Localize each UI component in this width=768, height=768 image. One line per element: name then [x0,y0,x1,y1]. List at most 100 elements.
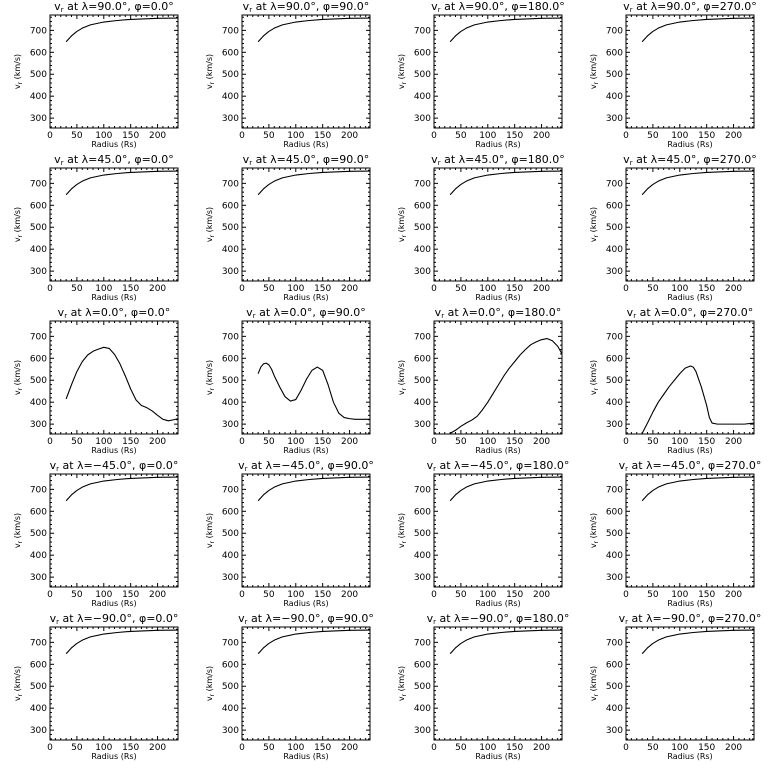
series-line [257,629,371,655]
y-tick-label: 500 [30,376,47,386]
y-tick-label: 700 [222,332,239,342]
chart-title: vr at λ=90.0°, φ=270.0° [623,0,757,14]
y-axis-label: vr (km/s) [589,360,600,395]
series-line [449,17,563,43]
y-axis-label: vr (km/s) [397,54,408,89]
x-tick-label: 200 [149,284,166,294]
y-tick-label: 500 [30,529,47,539]
y-tick-label: 300 [30,114,47,124]
x-axis-label: Radius (Rs) [475,752,520,761]
title-subscript: r [438,159,441,167]
x-tick-label: 0 [47,284,53,294]
x-tick-label: 100 [479,743,496,753]
chart-panel: vr at λ=90.0°, φ=90.0° 0 50 100 150 200 300 400… [205,0,371,149]
y-tick-label: 600 [414,201,431,211]
title-var: v [435,306,442,319]
x-axis-label: Radius (Rs) [667,599,712,608]
title-subscript: r [61,6,64,14]
y-axis-label: vr (km/s) [589,666,600,701]
x-axis-label: Radius (Rs) [475,446,520,455]
title-text: at λ=45.0°, φ=270.0° [633,153,757,166]
x-tick-label: 100 [479,590,496,600]
title-text: at λ=−90.0°, φ=90.0° [247,612,373,625]
y-tick-label: 300 [222,726,239,736]
y-tick-label: 700 [606,332,623,342]
plot-frame [241,626,371,741]
x-tick-label: 50 [647,743,659,753]
y-tick-label: 500 [414,682,431,692]
title-subscript: r [56,618,59,626]
y-tick-label: 400 [414,398,431,408]
chart-panel: vr at λ=−90.0°, φ=270.0° 0 50 100 150 200 300 4… [589,612,761,761]
title-var: v [623,153,630,166]
y-tick-label: 300 [222,573,239,583]
chart-panel: vr at λ=0.0°, φ=90.0° 0 50 100 150 200 300 400 5… [205,306,371,455]
y-tick-label: 400 [414,704,431,714]
y-tick-label: 700 [30,26,47,36]
title-text: at λ=−45.0°, φ=270.0° [628,459,761,472]
y-tick-label: 700 [414,179,431,189]
x-tick-label: 50 [263,437,275,447]
x-tick-label: 0 [239,131,245,141]
x-tick-label: 200 [341,590,358,600]
title-subscript: r [438,6,441,14]
x-tick-label: 200 [725,437,742,447]
x-axis-label: Radius (Rs) [475,293,520,302]
x-tick-label: 200 [725,590,742,600]
title-subscript: r [625,618,628,626]
y-axis-label: vr (km/s) [13,54,24,89]
x-tick-label: 0 [623,131,629,141]
title-subscript: r [56,465,59,473]
title-subscript: r [433,465,436,473]
title-var: v [619,612,626,625]
chart-title: vr at λ=0.0°, φ=270.0° [627,306,754,320]
y-axis-label: vr (km/s) [205,666,216,701]
chart-panel: vr at λ=90.0°, φ=180.0° 0 50 100 150 200 300 40… [397,0,565,149]
y-axis-label: vr (km/s) [205,513,216,548]
chart-panel: vr at λ=45.0°, φ=90.0° 0 50 100 150 200 300 400… [205,153,371,302]
x-axis-label: Radius (Rs) [91,293,136,302]
y-tick-label: 300 [222,420,239,430]
y-axis-label: vr (km/s) [589,207,600,242]
y-tick-label: 500 [222,529,239,539]
chart-title: vr at λ=−45.0°, φ=180.0° [427,459,570,473]
y-tick-label: 400 [606,398,623,408]
chart-title: vr at λ=−45.0°, φ=0.0° [50,459,179,473]
y-tick-label: 600 [30,48,47,58]
chart-title: vr at λ=−90.0°, φ=180.0° [427,612,570,626]
x-tick-label: 150 [698,284,715,294]
x-tick-label: 150 [506,437,523,447]
y-axis-label: vr (km/s) [13,360,24,395]
x-axis-label: Radius (Rs) [91,446,136,455]
x-tick-label: 200 [533,743,550,753]
y-tick-label: 500 [606,682,623,692]
chart-title: vr at λ=0.0°, φ=180.0° [435,306,562,320]
x-tick-label: 150 [698,437,715,447]
x-tick-label: 200 [533,284,550,294]
y-tick-label: 500 [222,682,239,692]
x-tick-label: 100 [479,284,496,294]
chart-title: vr at λ=45.0°, φ=180.0° [431,153,565,167]
series-line [257,362,370,420]
series-line [257,17,371,43]
y-tick-label: 700 [30,332,47,342]
y-axis-label: vr (km/s) [397,360,408,395]
x-tick-label: 0 [47,743,53,753]
series-line [65,629,179,655]
chart-title: vr at λ=90.0°, φ=180.0° [431,0,565,14]
x-tick-label: 200 [149,131,166,141]
x-tick-label: 200 [533,437,550,447]
x-tick-label: 150 [122,743,139,753]
y-tick-label: 300 [414,573,431,583]
y-axis-label: vr (km/s) [13,513,24,548]
x-tick-label: 100 [671,590,688,600]
title-text: at λ=90.0°, φ=0.0° [64,0,174,13]
chart-panel: vr at λ=45.0°, φ=0.0° 0 50 100 150 200 300 400 5… [13,153,179,302]
x-tick-label: 50 [455,284,467,294]
x-tick-label: 150 [314,743,331,753]
x-tick-label: 150 [506,590,523,600]
y-axis-label: vr (km/s) [397,207,408,242]
y-tick-label: 400 [30,551,47,561]
y-tick-label: 400 [414,92,431,102]
x-tick-label: 0 [623,590,629,600]
